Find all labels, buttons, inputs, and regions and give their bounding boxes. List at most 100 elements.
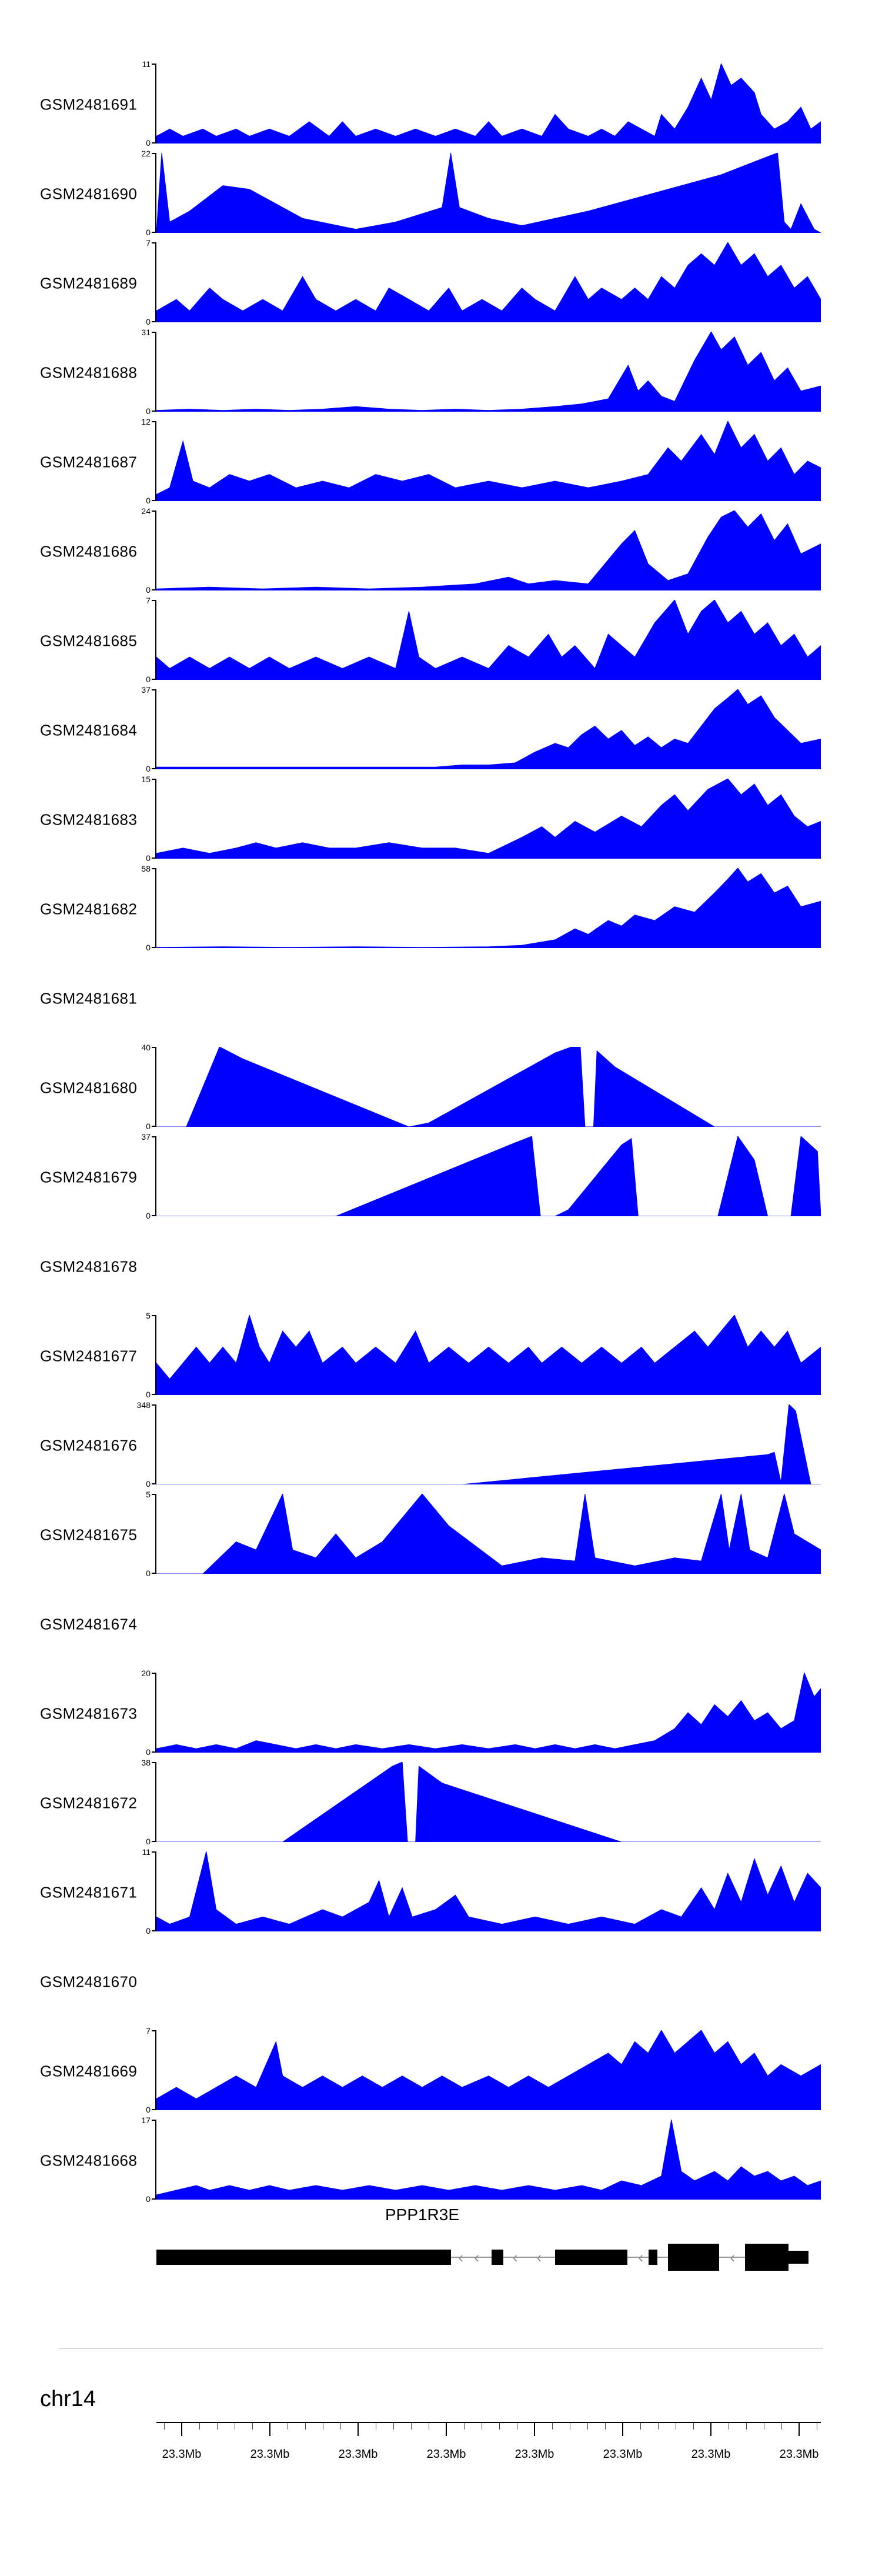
- exon-box: [745, 2244, 789, 2271]
- y-axis-min-label: 0: [146, 138, 151, 148]
- track-row: GSM2481670: [0, 1937, 882, 2027]
- strand-direction-arrow-icon: ‹: [512, 2248, 518, 2266]
- major-tick: [799, 2423, 800, 2436]
- track-row: GSM2481687 12 0: [0, 418, 882, 507]
- y-axis-max-label: 12: [141, 417, 151, 426]
- y-axis-line: [152, 421, 156, 501]
- signal-area-chart: 11 0: [142, 1848, 821, 1935]
- y-axis-min-label: 0: [146, 853, 151, 863]
- y-axis-min-label: 0: [146, 764, 151, 773]
- minor-tick: [746, 2423, 747, 2430]
- signal-polygon: [156, 1673, 821, 1753]
- minor-tick: [587, 2423, 588, 2430]
- y-axis-line: [152, 1851, 156, 1931]
- y-axis-min-label: 0: [146, 317, 151, 326]
- track-label: GSM2481675: [40, 1526, 138, 1544]
- track-label: GSM2481668: [40, 2151, 138, 2170]
- minor-tick: [499, 2423, 500, 2430]
- signal-polygon: [156, 779, 821, 859]
- minor-tick: [199, 2423, 200, 2430]
- signal-area-chart: 15 0: [141, 775, 821, 862]
- y-axis-line: [152, 1673, 156, 1753]
- track-row: GSM2481672 38 0: [0, 1759, 882, 1848]
- track-row: GSM2481685 7 0: [0, 596, 882, 686]
- y-axis-min-label: 0: [146, 1479, 151, 1489]
- track-row: GSM2481675 5 0: [0, 1490, 882, 1580]
- track-label: GSM2481687: [40, 453, 138, 471]
- track-label: GSM2481677: [40, 1347, 138, 1365]
- track-label: GSM2481670: [40, 1973, 138, 1991]
- track-row: GSM2481674: [0, 1580, 882, 1669]
- minor-tick: [693, 2423, 694, 2430]
- signal-area-chart: 38 0: [141, 1759, 821, 1846]
- signal-area-chart: 58 0: [141, 865, 821, 952]
- major-tick: [710, 2423, 711, 2436]
- minor-tick: [552, 2423, 553, 2430]
- y-axis-line: [152, 1762, 156, 1842]
- track-label: GSM2481691: [40, 95, 138, 114]
- y-axis-line: [152, 510, 156, 590]
- signal-polygon: [156, 421, 821, 501]
- minor-tick: [605, 2423, 606, 2430]
- genome-axis-line: [156, 2422, 821, 2423]
- axis-tick-label: 23.3Mb: [338, 2448, 378, 2461]
- intron-line: [156, 2257, 808, 2258]
- minor-tick: [340, 2423, 341, 2430]
- track-row: GSM2481691 11 0: [0, 60, 882, 149]
- y-axis-min-label: 0: [146, 1569, 151, 1578]
- signal-area-chart: 40 0: [141, 1043, 821, 1130]
- y-axis-min-label: 0: [146, 675, 151, 684]
- signal-polygon: [156, 1404, 821, 1484]
- y-axis-line: [152, 242, 156, 322]
- signal-polygon: [156, 689, 821, 769]
- y-axis-max-label: 20: [141, 1669, 151, 1678]
- y-axis-max-label: 17: [141, 2115, 151, 2125]
- y-axis-max-label: 37: [141, 1132, 151, 1142]
- y-axis-line: [152, 689, 156, 769]
- y-axis-max-label: 5: [146, 1311, 151, 1320]
- y-axis-max-label: 11: [142, 1847, 151, 1857]
- y-axis-max-label: 7: [146, 238, 151, 248]
- axis-tick-label: 23.3Mb: [250, 2448, 290, 2461]
- signal-polygon: [156, 1136, 821, 1216]
- strand-direction-arrow-icon: ‹: [536, 2248, 542, 2266]
- y-axis-line: [152, 600, 156, 680]
- y-axis-max-label: 40: [141, 1043, 151, 1052]
- y-axis-max-label: 7: [146, 2026, 151, 2036]
- track-label: GSM2481688: [40, 363, 138, 382]
- track-label: GSM2481674: [40, 1615, 138, 1633]
- y-axis-line: [152, 332, 156, 412]
- y-axis-max-label: 348: [136, 1400, 151, 1410]
- genome-axis: 23.3Mb 23.3Mb 23.3Mb 23.3Mb 23.3Mb 23.3Mb 23.3…: [156, 2422, 821, 2498]
- minor-tick: [464, 2423, 465, 2430]
- signal-polygon: [156, 868, 821, 948]
- axis-tick-label: 23.3Mb: [514, 2448, 554, 2461]
- track-label: GSM2481684: [40, 721, 138, 739]
- track-row: GSM2481683 15 0: [0, 775, 882, 865]
- axis-tick-label: 23.3Mb: [603, 2448, 643, 2461]
- signal-polygon: [156, 510, 821, 590]
- y-axis-min-label: 0: [146, 1211, 151, 1220]
- signal-area-chart: 348 0: [137, 1401, 821, 1488]
- y-axis-max-label: 24: [141, 506, 151, 516]
- track-row: GSM2481689 7 0: [0, 239, 882, 328]
- gene-annotation-track: PPP1R3E ‹ ‹ ‹ ‹ ‹ ‹: [156, 2204, 821, 2310]
- strand-direction-arrow-icon: ‹: [458, 2248, 463, 2266]
- axis-tick-label: 23.3Mb: [162, 2448, 202, 2461]
- y-axis-line: [152, 1315, 156, 1395]
- track-row: GSM2481690 22 0: [0, 149, 882, 239]
- exon-box: [668, 2244, 720, 2271]
- track-row: GSM2481688 31 0: [0, 328, 882, 418]
- y-axis-min-label: 0: [146, 1122, 151, 1131]
- major-tick: [534, 2423, 535, 2436]
- track-label: GSM2481673: [40, 1704, 138, 1723]
- signal-polygon: [156, 1494, 821, 1574]
- y-axis-min-label: 0: [146, 228, 151, 237]
- axis-tick-label: 23.3Mb: [779, 2448, 819, 2461]
- exon-box: [156, 2250, 451, 2265]
- y-axis-max-label: 37: [141, 685, 151, 695]
- y-axis-max-label: 58: [141, 864, 151, 873]
- signal-area-chart: 20 0: [141, 1669, 821, 1756]
